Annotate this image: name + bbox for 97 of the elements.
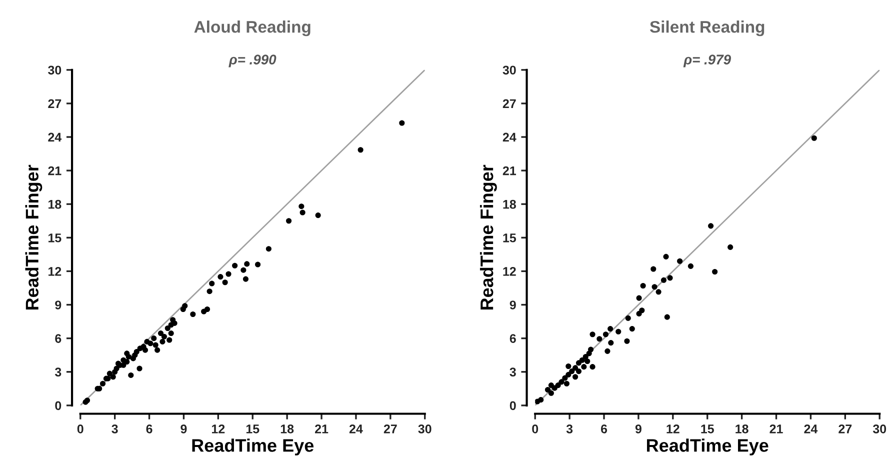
x-tick-label: 15 bbox=[246, 424, 260, 434]
point bbox=[581, 364, 587, 370]
y-tick-label: 0 bbox=[510, 401, 516, 410]
point bbox=[566, 372, 572, 378]
y-tick-label: 18 bbox=[48, 200, 62, 209]
y-tick-label: 12 bbox=[503, 267, 516, 276]
x-tick-label: 30 bbox=[872, 424, 886, 434]
point bbox=[558, 379, 564, 385]
y-tick-label: 21 bbox=[48, 166, 62, 176]
point bbox=[604, 348, 610, 354]
point bbox=[636, 310, 642, 316]
point bbox=[544, 386, 551, 393]
point bbox=[650, 266, 656, 272]
x-tick-label: 9 bbox=[180, 424, 187, 434]
point bbox=[538, 397, 544, 403]
chart-subtitle: ρ= .979 bbox=[683, 54, 731, 68]
y-tick-label: 24 bbox=[502, 132, 516, 142]
x-tick-label: 9 bbox=[635, 424, 642, 434]
y-tick-label: 30 bbox=[48, 66, 62, 75]
y-tick-label: 9 bbox=[55, 300, 62, 310]
x-tick-label: 6 bbox=[146, 424, 152, 434]
x-tick-label: 21 bbox=[770, 424, 783, 434]
chart-title: Aloud Reading bbox=[194, 20, 310, 36]
chart-title: Silent Reading bbox=[650, 20, 764, 36]
y-tick-label: 6 bbox=[55, 334, 62, 343]
x-tick-label: 21 bbox=[315, 424, 328, 434]
y-axis-title: ReadTime Finger bbox=[25, 164, 42, 310]
x-tick-label: 6 bbox=[600, 424, 608, 434]
y-tick-label: 21 bbox=[502, 166, 516, 176]
x-tick-label: 27 bbox=[838, 424, 852, 434]
point bbox=[663, 254, 669, 260]
point bbox=[590, 364, 596, 370]
point bbox=[712, 268, 718, 275]
x-tick-label: 3 bbox=[566, 424, 573, 434]
point bbox=[667, 275, 673, 281]
y-tick-label: 18 bbox=[503, 200, 516, 209]
y-tick-label: 27 bbox=[48, 99, 62, 108]
y-tick-label: 9 bbox=[510, 300, 516, 310]
point bbox=[656, 289, 662, 295]
point bbox=[625, 315, 631, 321]
point bbox=[572, 374, 578, 380]
y-tick-label: 0 bbox=[55, 401, 62, 410]
point bbox=[588, 346, 594, 352]
point bbox=[636, 295, 642, 301]
x-tick-label: 30 bbox=[418, 424, 432, 434]
point bbox=[579, 357, 585, 363]
y-tick-label: 24 bbox=[48, 132, 62, 142]
y-tick-label: 30 bbox=[502, 66, 516, 75]
point bbox=[569, 368, 575, 374]
point bbox=[629, 326, 635, 332]
point bbox=[602, 332, 609, 338]
point bbox=[572, 365, 578, 371]
x-tick-label: 0 bbox=[77, 424, 84, 434]
point bbox=[555, 382, 561, 388]
x-tick-label: 12 bbox=[212, 424, 225, 434]
x-tick-label: 18 bbox=[736, 424, 748, 434]
point bbox=[640, 282, 646, 289]
y-tick-label: 12 bbox=[48, 267, 62, 276]
point bbox=[564, 380, 570, 386]
point bbox=[576, 360, 582, 366]
x-tick-label: 0 bbox=[532, 424, 538, 434]
x-axis-title: ReadTime Eye bbox=[647, 438, 768, 456]
x-tick-label: 27 bbox=[384, 424, 397, 434]
point bbox=[590, 332, 596, 338]
y-axis-title: ReadTime Finger bbox=[480, 164, 497, 310]
point bbox=[608, 326, 614, 332]
x-axis-title: ReadTime Eye bbox=[192, 438, 314, 456]
point bbox=[660, 277, 666, 283]
y-tick-label: 15 bbox=[48, 234, 62, 242]
point bbox=[566, 364, 572, 370]
point bbox=[708, 223, 714, 229]
y-tick-label: 6 bbox=[510, 334, 516, 343]
point bbox=[624, 338, 630, 344]
point bbox=[664, 314, 670, 320]
point bbox=[616, 328, 622, 334]
y-tick-label: 3 bbox=[54, 368, 62, 377]
x-tick-label: 24 bbox=[349, 424, 363, 434]
x-tick-label: 3 bbox=[112, 424, 118, 434]
point bbox=[688, 263, 694, 269]
y-tick-label: 3 bbox=[510, 368, 516, 377]
y-tick-label: 27 bbox=[502, 99, 516, 108]
point bbox=[652, 284, 658, 290]
point bbox=[596, 336, 602, 342]
point bbox=[548, 390, 554, 396]
chart-subtitle: ρ= .990 bbox=[228, 54, 276, 68]
x-tick-label: 18 bbox=[280, 424, 294, 434]
point bbox=[548, 382, 554, 388]
point bbox=[811, 135, 817, 141]
x-tick-label: 24 bbox=[804, 424, 818, 434]
x-tick-label: 15 bbox=[701, 424, 714, 434]
point bbox=[608, 340, 614, 346]
point bbox=[584, 358, 590, 364]
x-tick-label: 12 bbox=[666, 424, 680, 434]
point bbox=[677, 258, 683, 264]
y-tick-label: 15 bbox=[503, 234, 516, 242]
point bbox=[728, 244, 734, 250]
point bbox=[576, 368, 582, 374]
